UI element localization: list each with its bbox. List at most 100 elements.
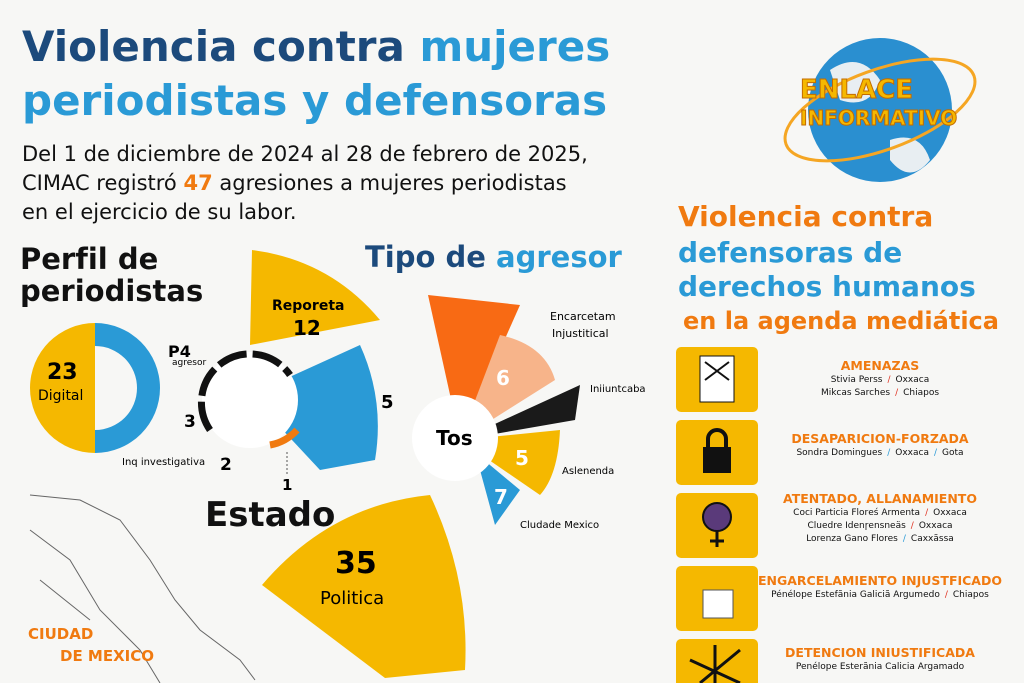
item-line: Sondra Domingues ∕ Oxxaca ∕ Gota: [750, 448, 1010, 458]
item-line: Stivia Perss ∕ Oxxaca: [750, 375, 1010, 385]
label: Politica: [320, 588, 385, 609]
value: 35: [335, 546, 377, 581]
item-line: Mikcas Sarches ∕ Chiapos: [750, 388, 1010, 398]
separator: ∕: [895, 388, 899, 398]
label: Iniiuntcaba: [590, 384, 646, 395]
logo-text: INFORMATIVO: [799, 106, 958, 131]
fan-center: [202, 352, 298, 448]
icon-box: [676, 639, 758, 683]
title-line2: periodistas y defensoras: [22, 76, 608, 125]
wedge-blue: [250, 345, 378, 470]
icon-female: [702, 502, 732, 532]
intro: Del 1 de diciembre de 2024 al 28 de febr…: [22, 142, 588, 166]
icon-lock: [703, 447, 731, 473]
item-title: ATENTADO, ALLANAMIENTO: [783, 491, 977, 506]
fan-ring: [197, 350, 293, 432]
item-text: Lorenza Gano Flores: [806, 534, 898, 544]
item-text: Chiapos: [952, 590, 989, 600]
item-title: ENGARCELAMIENTO INJUSTFICADO: [758, 573, 1002, 588]
item-line: Cluedre Idenɼensneäs ∕ Oxxaca: [750, 521, 1010, 531]
map-label: CIUDAD: [28, 625, 94, 643]
item-text: Mikcas Sarches: [820, 388, 891, 398]
section-title: Estado: [205, 495, 336, 535]
label: Injustitical: [552, 327, 609, 340]
section-title: defensoras de: [678, 236, 903, 269]
value: 3: [184, 412, 196, 432]
intro: CIMAC registró 47 agresiones a mujeres p…: [22, 171, 567, 195]
icon-lock-open: [702, 589, 734, 619]
value: 23: [47, 360, 78, 385]
section-title: Violencia contra: [678, 200, 934, 233]
label: agresor: [172, 358, 207, 368]
wedge-reporeta: [250, 250, 380, 345]
title-a: Tipo de: [365, 240, 486, 274]
separator: ∕: [887, 375, 891, 385]
icon-boxes: [676, 347, 758, 683]
section-title: en la agenda mediática: [683, 307, 999, 335]
item-title: AMENAZAS: [840, 358, 920, 373]
section-title: Perfil de: [20, 242, 159, 276]
value: 5: [381, 392, 394, 413]
intro-number: 47: [183, 171, 213, 195]
item-text: Oxxaca: [918, 521, 953, 531]
icon-x: [704, 361, 730, 381]
label: Cludade Mexico: [520, 520, 600, 531]
map: [29, 494, 256, 683]
separator: ∕: [902, 534, 906, 544]
item-text: Sondra Domingues: [796, 448, 883, 458]
item-line: Coci Particia Florеś Armenta ∕ Oxxaca: [750, 508, 1010, 518]
icon-burst: [689, 645, 741, 683]
intro: en el ejercicio de su labor.: [22, 200, 297, 224]
section-title: Tipo de agresor: [365, 240, 622, 274]
value: 5: [515, 446, 529, 470]
item-text: Pénélope Estefãnia Galiciã Argumedo: [771, 590, 940, 600]
label: Inq investigativa: [122, 457, 206, 468]
intro-text: agresiones a mujeres periodistas: [219, 171, 567, 195]
label: Digital: [38, 388, 84, 404]
map-label: DE MEXICO: [60, 647, 154, 665]
item-text: Cluedre Idenɼensneäs: [807, 521, 906, 531]
label: Encarcetam: [550, 310, 616, 323]
item-line: Lorenza Gano Flores ∕ Caxxãssa: [750, 534, 1010, 544]
value: 6: [496, 366, 510, 390]
item-title: DETENCION INIUSTIFICADA: [785, 645, 975, 660]
separator: ∕: [933, 448, 938, 458]
wedge-orange: [428, 295, 520, 440]
item-text: Caxxãssa: [910, 534, 954, 544]
item-text: Gota: [942, 448, 964, 458]
value: 7: [494, 485, 508, 509]
separator: ∕: [944, 590, 948, 600]
separator: ∕: [925, 508, 929, 518]
section-title: periodistas: [20, 274, 204, 308]
separator: ∕: [887, 448, 891, 458]
fan-ring-orange: [269, 427, 300, 449]
intro-text: CIMAC registró: [22, 171, 177, 195]
item-text: Chiapos: [903, 388, 940, 398]
wedge-estado: [262, 495, 466, 678]
icon-shackle: [706, 428, 728, 447]
title-a: Violencia contra: [22, 22, 405, 71]
donut-digital: [30, 323, 95, 453]
donut-ring: [95, 323, 160, 453]
globe-orbit: [783, 57, 977, 163]
item-text: Oxxaca: [895, 448, 929, 458]
label: Tos: [436, 426, 473, 450]
separator: ∕: [910, 521, 914, 531]
value: 1: [282, 476, 293, 494]
globe-land: [830, 62, 930, 173]
title-line1: Violencia contra mujeres: [22, 26, 610, 68]
item-title: DESAPARICION-FORZADA: [791, 431, 969, 446]
label: Aslenenda: [562, 466, 615, 477]
icon-female-cross: [710, 531, 724, 547]
item-text: Penélope Esterãnia Calicia Argamado: [795, 662, 965, 672]
section-title: derechos humanos: [678, 270, 976, 303]
value: 2: [220, 455, 232, 475]
item-text: Oxxaca: [895, 375, 930, 385]
item-text: Coci Particia Florеś Armenta: [793, 508, 921, 518]
item-line: Pénélope Estefãnia Galiciã Argumedo ∕ Chia…: [750, 590, 1010, 600]
radial-center: [412, 395, 498, 481]
logo-text: ENLACE: [799, 75, 914, 106]
label: P4: [168, 342, 191, 361]
